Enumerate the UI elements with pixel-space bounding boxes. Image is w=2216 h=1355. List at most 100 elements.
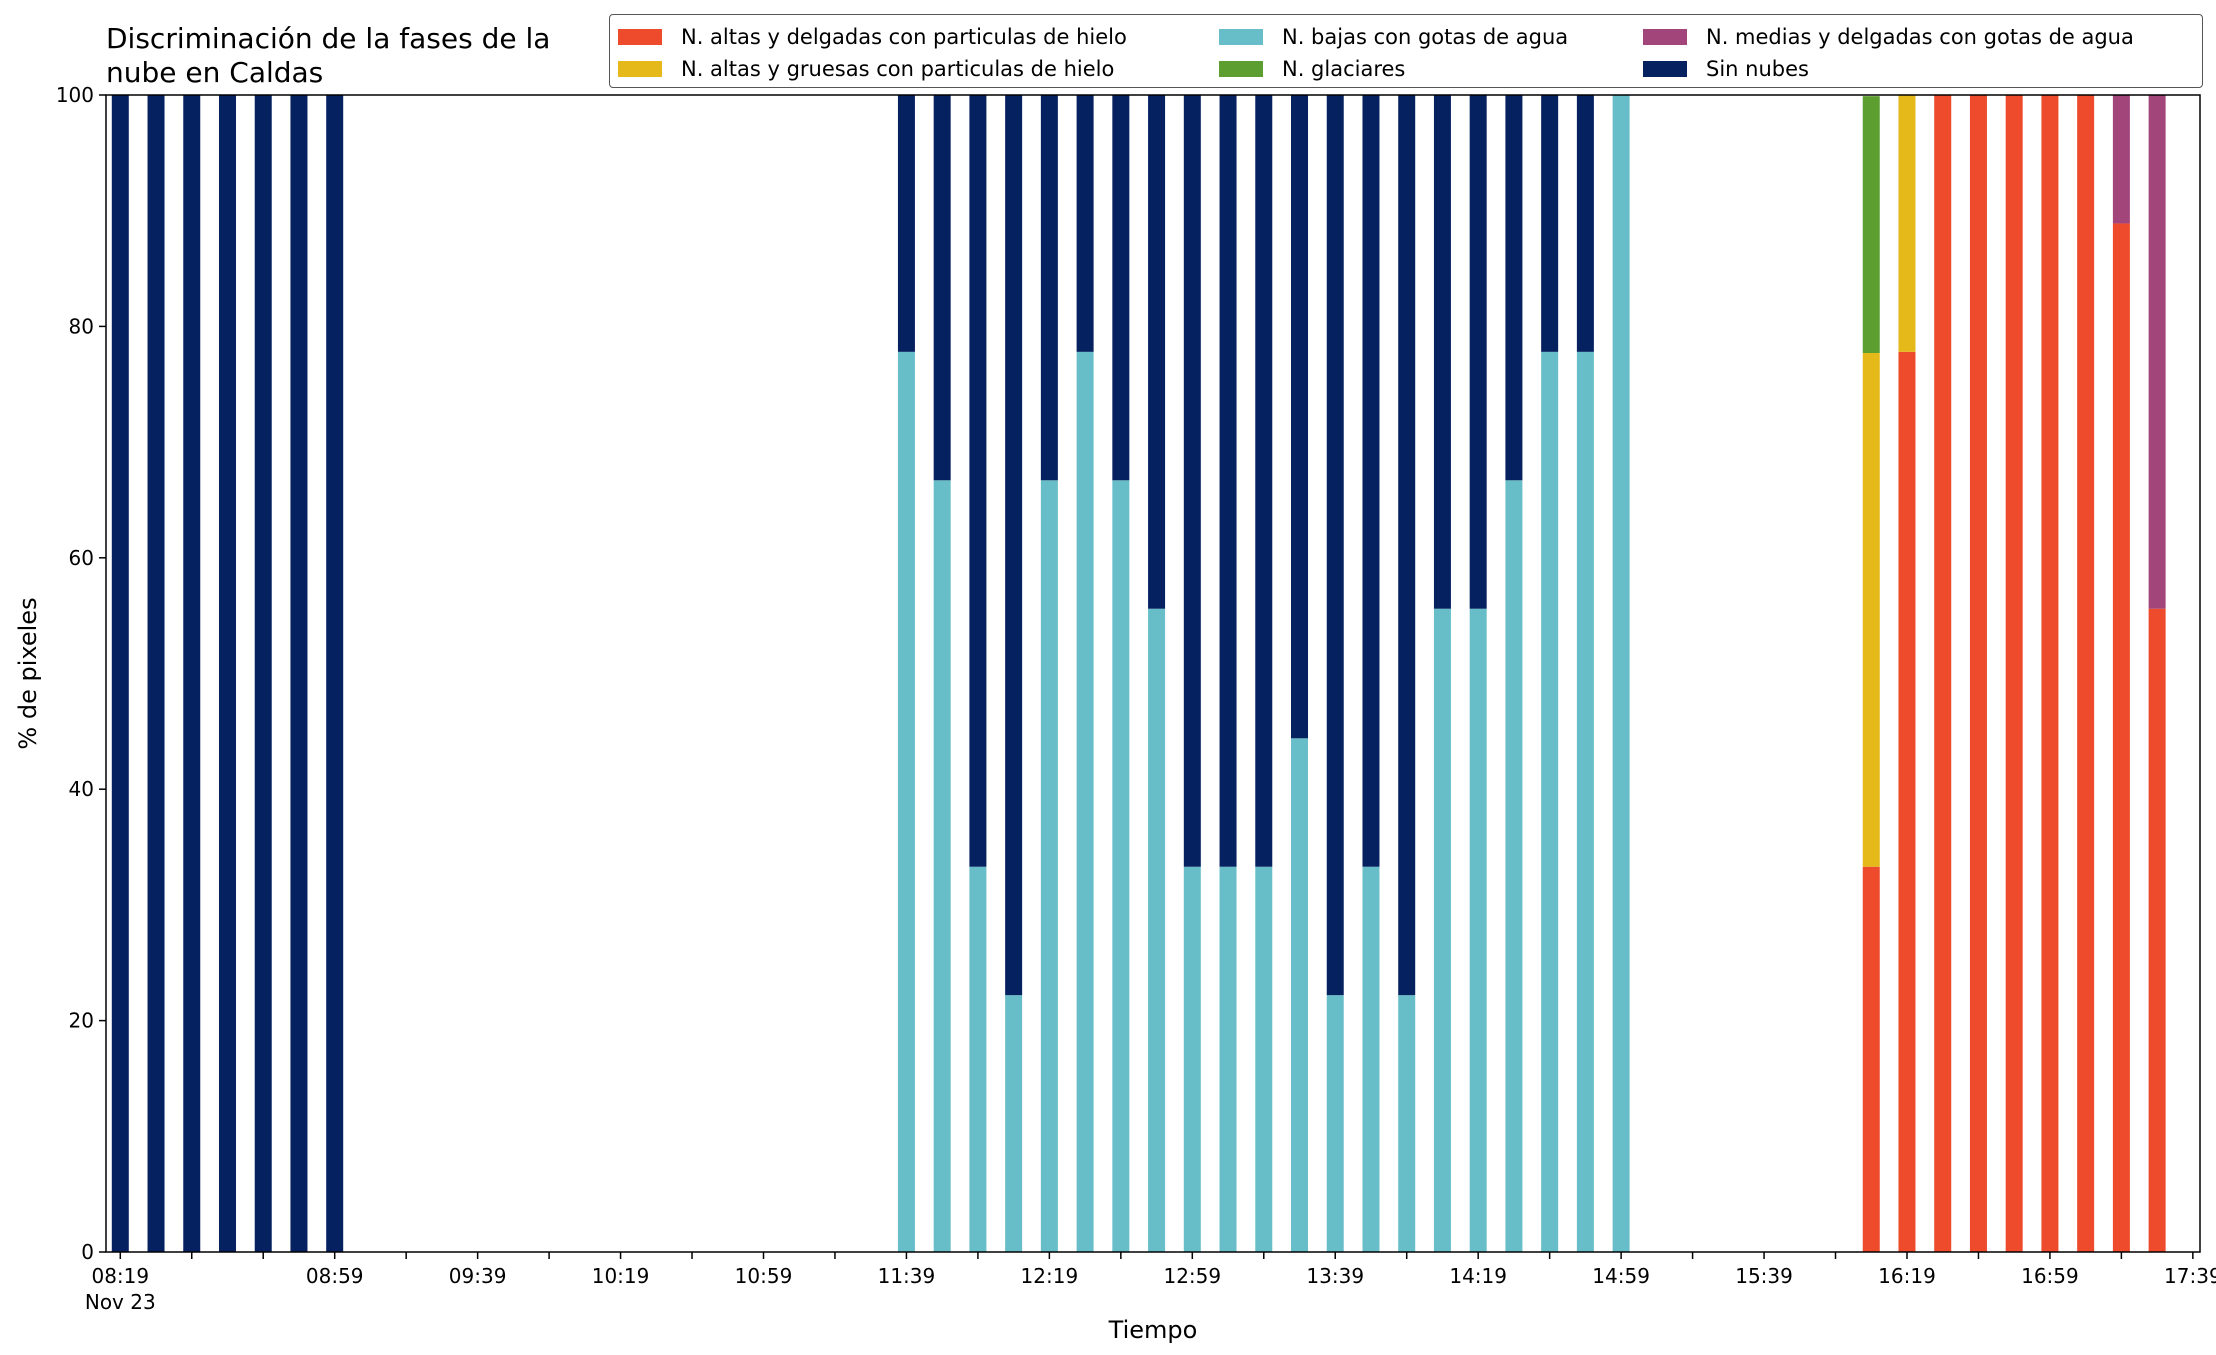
- x-tick-label: 10:59: [735, 1264, 793, 1288]
- bar-segment: [2112, 95, 2130, 224]
- y-tick-label: 60: [69, 546, 94, 570]
- legend-item: N. medias y delgadas con gotas de agua: [1643, 25, 2134, 49]
- legend-swatch: [1643, 61, 1687, 77]
- bar-segment: [1112, 95, 1130, 481]
- bar-segment: [1076, 95, 1094, 352]
- bar-segment: [1433, 95, 1451, 609]
- bar-segment: [1469, 608, 1487, 1252]
- bar-segment: [2005, 95, 2023, 1252]
- y-tick-label: 40: [69, 777, 94, 801]
- x-tick-label: 09:39: [449, 1264, 507, 1288]
- bar-segment: [290, 95, 308, 1252]
- bar-segment: [1183, 866, 1201, 1252]
- y-tick-label: 20: [69, 1009, 94, 1033]
- bar-segment: [1469, 95, 1487, 609]
- legend-label: N. altas y gruesas con particulas de hie…: [681, 57, 1115, 81]
- bar-segment: [933, 95, 951, 481]
- bar-segment: [1898, 95, 1916, 352]
- x-tick-label: 11:39: [878, 1264, 936, 1288]
- bar-segment: [1076, 351, 1094, 1253]
- bar-segment: [2148, 608, 2166, 1252]
- bar-segment: [969, 95, 987, 867]
- bar-segment: [897, 95, 915, 352]
- bar-segment: [1934, 95, 1952, 1252]
- bar-segment: [326, 95, 344, 1252]
- legend-swatch: [1643, 29, 1687, 45]
- bar-segment: [1505, 480, 1523, 1252]
- chart-title: Discriminación de la fases de la nube en…: [106, 22, 551, 89]
- bar-segment: [1255, 866, 1273, 1252]
- legend-label: N. medias y delgadas con gotas de agua: [1706, 25, 2134, 49]
- legend-item: Sin nubes: [1643, 57, 1809, 81]
- y-tick-label: 80: [69, 314, 94, 338]
- x-tick-label: 12:59: [1163, 1264, 1221, 1288]
- bar-segment: [1005, 95, 1023, 996]
- bar-segment: [1433, 608, 1451, 1252]
- x-tick-label: 13:39: [1306, 1264, 1364, 1288]
- bar-segment: [1862, 96, 1880, 354]
- legend-label: Sin nubes: [1706, 57, 1809, 81]
- x-tick-label: 08:19: [91, 1264, 149, 1288]
- bar-segment: [1862, 866, 1880, 1252]
- bar-segment: [1969, 95, 1987, 1252]
- bar-segment: [1362, 866, 1380, 1252]
- bar-segment: [1398, 95, 1416, 996]
- bar-segment: [1112, 480, 1130, 1252]
- y-axis-label: % de pixeles: [14, 597, 42, 749]
- bar-segment: [1148, 95, 1166, 609]
- bar-segment: [1362, 95, 1380, 867]
- legend-item: N. bajas con gotas de agua: [1219, 25, 1568, 49]
- bar-segment: [2148, 95, 2166, 609]
- bar-segment: [1040, 95, 1058, 481]
- bar-segment: [1326, 95, 1344, 996]
- bar-segment: [1398, 995, 1416, 1252]
- legend-item: N. altas y delgadas con particulas de hi…: [618, 25, 1127, 49]
- x-tick-label: 14:59: [1592, 1264, 1650, 1288]
- bar-segment: [1541, 351, 1559, 1253]
- bar-segment: [1040, 480, 1058, 1252]
- legend-label: N. glaciares: [1282, 57, 1406, 81]
- x-tick-label: 15:39: [1735, 1264, 1793, 1288]
- x-axis-label: Tiempo: [1108, 1316, 1198, 1344]
- x-tick-label: 10:19: [592, 1264, 650, 1288]
- x-tick-label: 17:39: [2164, 1264, 2216, 1288]
- bar-segment: [111, 95, 129, 1252]
- legend-swatch: [1219, 29, 1263, 45]
- bar-segment: [1219, 95, 1237, 867]
- bar-segment: [1541, 95, 1559, 352]
- bar-segment: [1148, 608, 1166, 1252]
- legend-swatch: [618, 61, 662, 77]
- bar-segment: [1291, 738, 1309, 1252]
- x-tick-label: 12:19: [1021, 1264, 1079, 1288]
- bar-segment: [1862, 353, 1880, 867]
- bar-segment: [147, 95, 165, 1252]
- bar-segment: [254, 95, 272, 1252]
- x-tick-label: 16:19: [1878, 1264, 1936, 1288]
- bar-segment: [2077, 95, 2095, 1252]
- bar-segment: [1898, 351, 1916, 1253]
- legend-label: N. bajas con gotas de agua: [1282, 25, 1569, 49]
- x-tick-label: 14:19: [1449, 1264, 1507, 1288]
- y-tick-label: 0: [81, 1240, 94, 1264]
- legend-item: N. glaciares: [1219, 57, 1405, 81]
- bar-segment: [2041, 95, 2059, 1252]
- bar-segment: [183, 95, 201, 1252]
- bar-segment: [1255, 95, 1273, 867]
- bar-segment: [897, 351, 915, 1253]
- bar-segment: [1612, 95, 1630, 1252]
- bar-segment: [933, 480, 951, 1252]
- bar-segment: [1505, 95, 1523, 481]
- legend-swatch: [618, 29, 662, 45]
- x-tick-label: 08:59: [306, 1264, 364, 1288]
- bar-segment: [1576, 351, 1594, 1253]
- bar-segment: [1219, 866, 1237, 1252]
- bar-segment: [1183, 95, 1201, 867]
- bar-segment: [2112, 223, 2130, 1253]
- legend-label: N. altas y delgadas con particulas de hi…: [681, 25, 1127, 49]
- legend-item: N. altas y gruesas con particulas de hie…: [618, 57, 1114, 81]
- bar-segment: [1326, 995, 1344, 1252]
- legend-swatch: [1219, 61, 1263, 77]
- plot-frame: [105, 94, 2201, 1253]
- bar-segment: [969, 866, 987, 1252]
- x-date-label: Nov 23: [85, 1290, 156, 1314]
